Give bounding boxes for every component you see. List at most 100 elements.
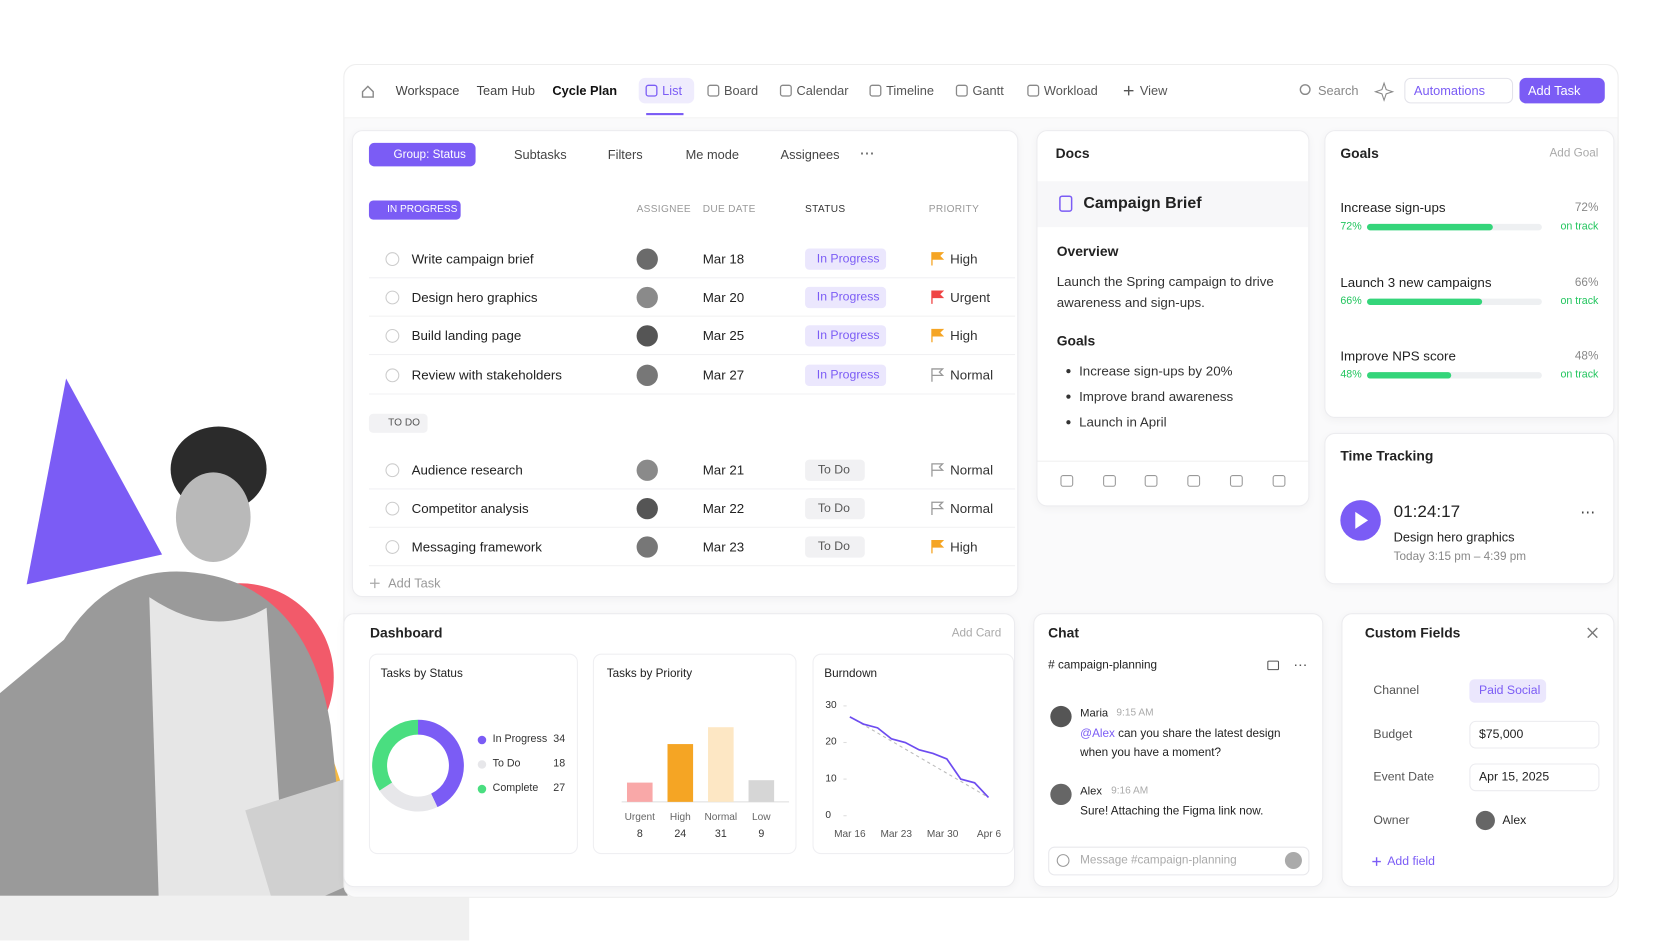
add-task[interactable]: Add Task: [1528, 83, 1581, 99]
breadcrumb[interactable]: Cycle Plan: [552, 83, 618, 99]
field-value[interactable]: Apr 15, 2025: [1478, 770, 1550, 784]
goal-percent: 72%: [1574, 201, 1599, 215]
message: Sure! Attaching the Figma link now.: [1080, 802, 1299, 821]
toolbar-item[interactable]: Group: Status: [393, 148, 466, 162]
x-tick-label: Urgent: [624, 811, 655, 824]
toolbar-item[interactable]: Filters: [607, 147, 643, 163]
task-row: [368, 529, 1016, 567]
task-name[interactable]: Competitor analysis: [411, 501, 529, 517]
view-tab[interactable]: Gantt: [972, 83, 1004, 99]
face: [175, 472, 251, 562]
breadcrumb[interactable]: Team Hub: [476, 83, 535, 99]
y-tick-label: 0: [825, 809, 831, 822]
priority: Normal: [950, 462, 994, 478]
status-pill: [805, 248, 887, 270]
doc-goal: Increase sign-ups by 20%: [1079, 363, 1233, 379]
progress-fill: [1366, 223, 1493, 231]
add-task-row[interactable]: Add Task: [388, 575, 441, 591]
add-view[interactable]: View: [1139, 83, 1168, 99]
task-name[interactable]: Review with stakeholders: [411, 367, 562, 383]
timer-span: Today 3:15 pm – 4:39 pm: [1393, 550, 1527, 564]
add-goal[interactable]: Add Goal: [1549, 147, 1599, 160]
add-task-btn[interactable]: [1519, 77, 1605, 104]
goal-percent: 48%: [1574, 349, 1599, 363]
status: In Progress: [816, 368, 880, 382]
chart-title: Tasks by Priority: [606, 667, 693, 681]
status-pill: [805, 325, 887, 347]
view-tab[interactable]: Board: [724, 83, 759, 99]
add-card[interactable]: Add Card: [951, 626, 1002, 640]
column-header: STATUS: [805, 203, 846, 216]
group-btn[interactable]: [368, 142, 476, 167]
automations-btn[interactable]: [1404, 77, 1514, 104]
goal-name: Launch 3 new campaigns: [1340, 274, 1492, 290]
add-field[interactable]: Add field: [1387, 855, 1435, 868]
field-value[interactable]: Paid Social: [1478, 684, 1541, 698]
task-row: [368, 279, 1016, 317]
legend-label: To Do: [492, 758, 521, 770]
field-label: Budget: [1373, 727, 1413, 741]
channel[interactable]: # campaign-planning: [1048, 658, 1158, 672]
y-tick-label: 10: [825, 772, 837, 785]
goal-percent-small: 72%: [1340, 220, 1362, 233]
column-header: ASSIGNEE: [636, 203, 691, 216]
fields-title: Custom Fields: [1364, 624, 1461, 641]
task-row: [368, 318, 1016, 356]
chart-title: Burndown: [824, 667, 878, 681]
x-tick-label: Low: [752, 811, 771, 824]
chart-title: Tasks by Status: [380, 667, 463, 681]
doc-header: [1037, 181, 1309, 228]
view-tab[interactable]: List: [662, 83, 683, 99]
task-name[interactable]: Messaging framework: [411, 539, 542, 555]
toolbar-item[interactable]: Subtasks: [513, 147, 567, 163]
goal-status: on track: [1560, 294, 1599, 307]
search[interactable]: Search: [1317, 83, 1359, 99]
status: In Progress: [816, 329, 880, 343]
bar-value: 9: [758, 828, 765, 841]
progress-track: [1366, 372, 1542, 379]
y-tick-label: 30: [825, 699, 837, 712]
toolbar-item[interactable]: Assignees: [780, 147, 840, 163]
view-tab[interactable]: Workload: [1043, 83, 1098, 99]
goal-percent: 66%: [1574, 275, 1599, 289]
task-row: [368, 357, 1016, 395]
field-label: Owner: [1373, 814, 1410, 827]
field-label: Channel: [1373, 684, 1420, 698]
field-value[interactable]: Alex: [1502, 814, 1527, 827]
x-tick-label: Apr 6: [976, 828, 1002, 841]
progress-fill: [1366, 372, 1451, 379]
message: @Alex can you share the latest design wh…: [1080, 724, 1299, 762]
chat-input[interactable]: [1048, 846, 1310, 876]
due-date: Mar 18: [702, 251, 745, 267]
goal-name: Improve NPS score: [1340, 348, 1456, 364]
group-label: IN PROGRESS: [387, 203, 458, 216]
view-tab[interactable]: Calendar: [796, 83, 849, 99]
x-tick-label: Mar 30: [926, 828, 959, 841]
goal-status: on track: [1560, 220, 1599, 233]
priority: Urgent: [950, 290, 991, 305]
toolbar-item[interactable]: Me mode: [685, 147, 739, 163]
priority: High: [950, 328, 978, 344]
priority: Normal: [950, 367, 994, 383]
status: To Do: [817, 463, 850, 477]
overview-heading: Overview: [1056, 243, 1119, 260]
task-name[interactable]: Write campaign brief: [411, 251, 534, 267]
view-tab[interactable]: Timeline: [886, 83, 934, 99]
breadcrumb[interactable]: Workspace: [395, 83, 460, 99]
field-value[interactable]: $75,000: [1478, 727, 1524, 741]
y-tick-label: 20: [825, 736, 837, 748]
chat-card: [1033, 613, 1324, 888]
column-header: PRIORITY: [928, 203, 980, 216]
automations[interactable]: Automations: [1413, 83, 1486, 99]
status: To Do: [817, 540, 850, 554]
task-name[interactable]: Build landing page: [411, 328, 522, 344]
task-name[interactable]: Audience research: [411, 462, 523, 478]
status-pill: [805, 536, 865, 558]
mention[interactable]: @Alex: [1080, 727, 1115, 741]
bar-value: 8: [636, 828, 643, 841]
group-label: TO DO: [388, 416, 421, 429]
status: In Progress: [816, 252, 880, 266]
bar-value: 31: [714, 828, 727, 841]
task-name[interactable]: Design hero graphics: [411, 290, 538, 305]
legend-value: 18: [553, 758, 566, 770]
